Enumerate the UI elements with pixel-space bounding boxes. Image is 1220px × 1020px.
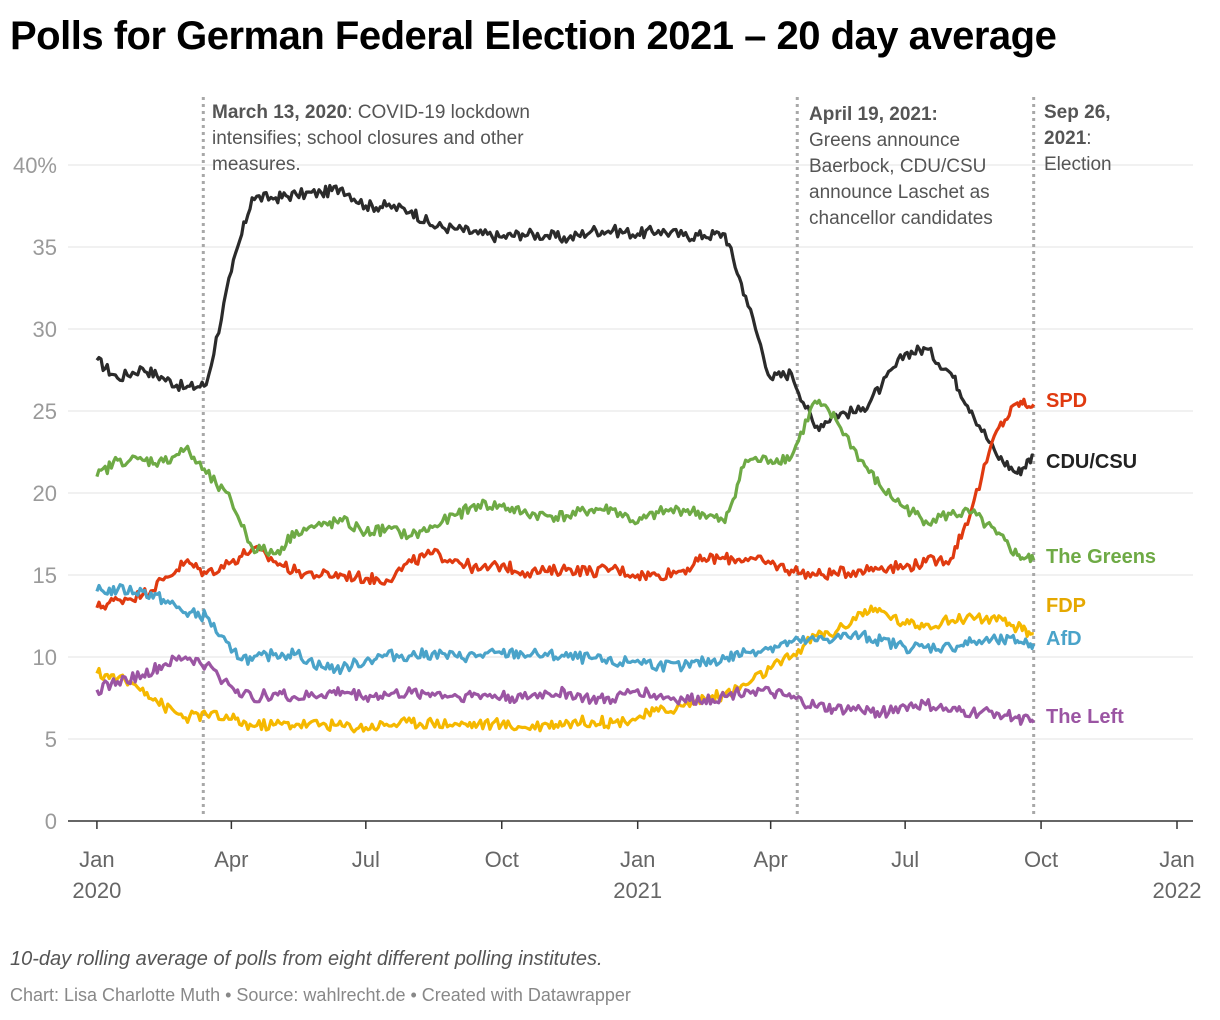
series-labels: CDU/CSU SPD The Greens FDP AfD The Left [1046, 390, 1156, 728]
chart-credits: Chart: Lisa Charlotte Muth • Source: wah… [10, 985, 631, 1005]
series-label: SPD [1046, 390, 1087, 412]
series-line-the-left [95, 654, 1036, 726]
x-axis: Jan 2020 Apr Jul Oct Jan 2021 Apr Jul Oct Jan 2022 [68, 820, 1202, 903]
chart-title: Polls for German Federal Election 2021 –… [10, 14, 1057, 58]
series-label: AfD [1046, 628, 1082, 650]
annotation-candidates-text: Greens announce Baerbock, CDU/CSU announ… [809, 130, 993, 229]
event-lines [201, 97, 1036, 818]
x-tick-label: Jan [620, 847, 655, 872]
x-tick-label: Oct [485, 847, 519, 872]
series-label: The Left [1046, 706, 1124, 728]
y-tick-label: 20 [33, 481, 57, 506]
annotation-candidates: April 19, 2021: Greens announce Baerbock… [809, 102, 999, 232]
series-line-afd [95, 583, 1036, 676]
x-tick-year-label: 2022 [1153, 878, 1202, 903]
y-tick-label: 5 [45, 727, 57, 752]
series-line-fdp [95, 604, 1034, 734]
y-tick-label: 40% [13, 153, 57, 178]
series-line-cdu-csu [95, 183, 1034, 477]
annotation-lockdown-text: : COVID-19 lockdown intensifies; school … [212, 102, 530, 175]
x-tick-label: Jan [79, 847, 114, 872]
series-label: The Greens [1046, 546, 1156, 568]
line-chart: 0 5 10 15 20 25 30 35 40% Jan 2020 Apr Jul Oct Jan 202… [13, 97, 1202, 903]
series-line-spd [95, 397, 1036, 611]
x-tick-year-label: 2021 [613, 878, 662, 903]
series-lines [95, 183, 1036, 734]
x-tick-label: Apr [214, 847, 248, 872]
annotation-election-text: : Election [1044, 128, 1112, 175]
x-tick-label: Apr [754, 847, 788, 872]
x-tick-year-label: 2020 [72, 878, 121, 903]
annotation-election-date: Sep 26, 2021 [1044, 102, 1111, 149]
annotation-lockdown-date: March 13, 2020 [212, 102, 348, 123]
x-tick-label: Oct [1024, 847, 1058, 872]
y-axis: 0 5 10 15 20 25 30 35 40% [13, 153, 57, 834]
x-tick-label: Jul [891, 847, 919, 872]
series-label: CDU/CSU [1046, 451, 1137, 473]
y-tick-label: 35 [33, 235, 57, 260]
annotation-lockdown: March 13, 2020: COVID-19 lockdown intens… [212, 100, 592, 178]
y-tick-label: 30 [33, 317, 57, 342]
annotation-election: Sep 26, 2021: Election [1044, 100, 1144, 178]
x-tick-label: Jan [1159, 847, 1194, 872]
x-tick-label: Jul [352, 847, 380, 872]
y-tick-label: 0 [45, 809, 57, 834]
series-label: FDP [1046, 595, 1086, 617]
y-tick-label: 25 [33, 399, 57, 424]
y-tick-label: 10 [33, 645, 57, 670]
annotation-candidates-date: April 19, 2021: [809, 104, 938, 125]
y-tick-label: 15 [33, 563, 57, 588]
series-line-the-greens [95, 398, 1036, 564]
chart-note: 10-day rolling average of polls from eig… [10, 948, 603, 970]
